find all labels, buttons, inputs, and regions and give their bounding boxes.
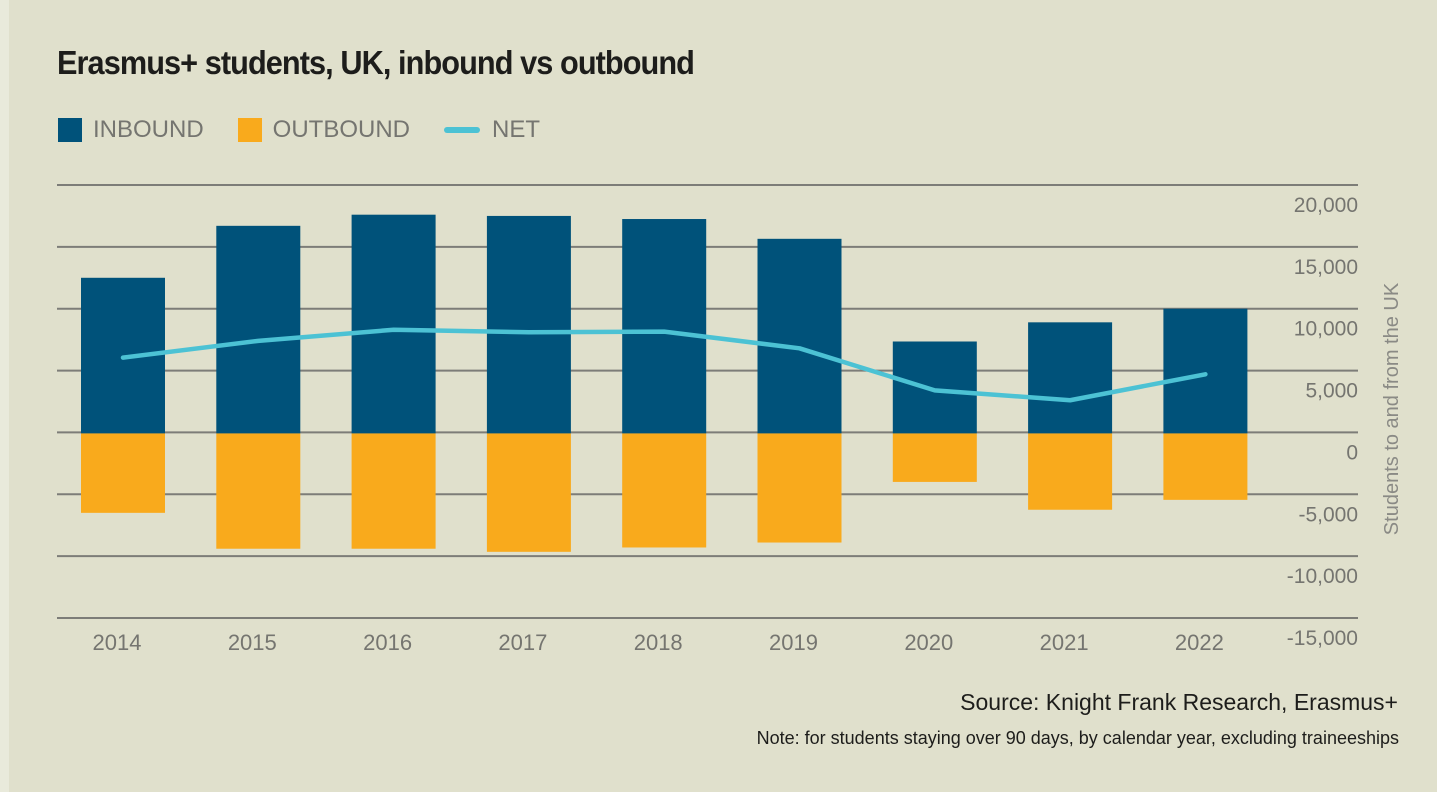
bar-inbound-2022	[1163, 308, 1248, 434]
net-line-layer	[120, 327, 1208, 403]
x-tick-label: 2018	[634, 630, 683, 655]
outbound-swatch-icon	[237, 118, 262, 142]
bar-outbound-2022	[1163, 433, 1248, 500]
source-text: Source: Knight Frank Research, Erasmus+	[960, 689, 1398, 715]
legend-label-inbound: INBOUND	[93, 116, 204, 143]
x-tick-label: 2015	[228, 630, 277, 655]
bar-outbound-2016	[351, 433, 436, 549]
y-axis-label: Students to and from the UK	[1381, 282, 1403, 535]
left-border-strip	[0, 0, 9, 792]
net-line-swatch-icon	[444, 127, 481, 133]
bar-inbound-2021	[1028, 322, 1113, 434]
bar-outbound-2015	[216, 433, 301, 549]
bar-inbound-2018	[622, 219, 707, 434]
legend-label-net: NET	[492, 116, 541, 143]
bar-inbound-2020	[892, 341, 977, 434]
bar-outbound-2019	[757, 433, 842, 543]
legend-item-net: NET	[444, 116, 540, 144]
x-tick-label: 2020	[904, 630, 953, 655]
bar-inbound-2017	[486, 215, 571, 434]
x-tick-label: 2017	[498, 630, 547, 655]
bar-outbound-2017	[486, 433, 571, 552]
x-axis-ticks: 2014 2015 2016 2017 2018 2019 2020 2021 2022	[93, 630, 1224, 655]
y-tick-label: 5,000	[1305, 380, 1358, 403]
bars	[81, 214, 1248, 552]
bar-outbound-2021	[1028, 433, 1113, 510]
bar-inbound-2019	[757, 238, 842, 434]
x-tick-label: 2022	[1175, 630, 1224, 655]
note-text: Note: for students staying over 90 days,…	[756, 728, 1399, 748]
bar-outbound-2014	[81, 433, 165, 513]
legend-item-outbound: OUTBOUND	[237, 116, 411, 144]
y-tick-label: -5,000	[1298, 503, 1358, 526]
y-axis-ticks: 20,000 15,000 10,000 5,000 0 -5,000 -10,000 -15…	[1287, 194, 1358, 650]
x-tick-label: 2016	[363, 630, 412, 655]
x-tick-label: 2019	[769, 630, 818, 655]
legend-label-outbound: OUTBOUND	[272, 116, 411, 143]
y-tick-label: -15,000	[1287, 627, 1358, 650]
bar-outbound-2020	[892, 433, 977, 482]
bar-inbound-2015	[216, 225, 301, 434]
y-tick-label: 0	[1346, 441, 1358, 464]
bar-outbound-2018	[622, 433, 707, 548]
chart-title: Erasmus+ students, UK, inbound vs outbou…	[57, 44, 695, 81]
legend-item-inbound: INBOUND	[58, 116, 204, 144]
legend: INBOUND OUTBOUND NET	[58, 116, 574, 144]
x-tick-label: 2014	[93, 630, 142, 655]
y-tick-label: 20,000	[1294, 194, 1358, 217]
y-tick-label: 10,000	[1294, 318, 1358, 341]
y-tick-label: -10,000	[1287, 565, 1358, 588]
y-tick-label: 15,000	[1294, 256, 1358, 279]
x-tick-label: 2021	[1040, 630, 1089, 655]
bar-inbound-2016	[351, 214, 436, 434]
inbound-swatch-icon	[58, 118, 82, 142]
